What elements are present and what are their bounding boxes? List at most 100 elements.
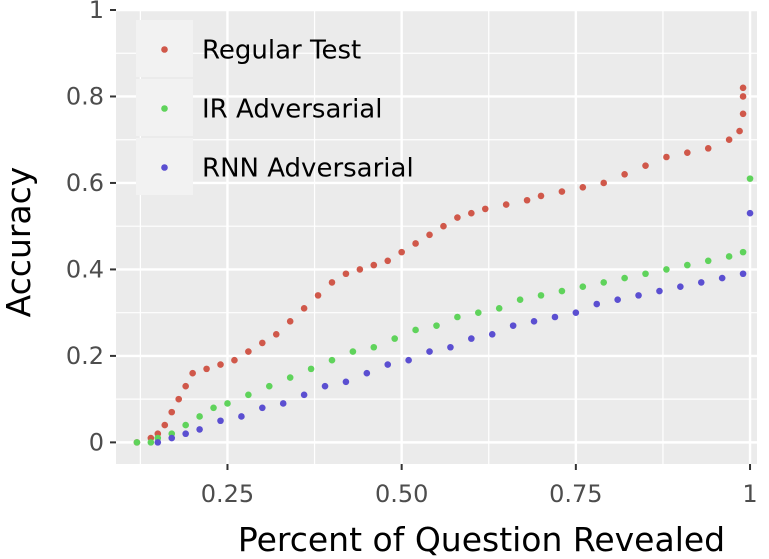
data-point [642, 270, 649, 278]
data-point [579, 283, 587, 291]
data-point [454, 313, 461, 321]
data-point [168, 408, 176, 416]
data-point [551, 313, 559, 321]
data-point [523, 196, 531, 204]
data-point [488, 330, 496, 338]
data-point [516, 296, 524, 303]
data-point [447, 343, 454, 351]
data-point [739, 110, 747, 118]
data-point [412, 326, 419, 334]
data-point [475, 309, 482, 316]
data-point [147, 439, 155, 446]
data-point [746, 209, 754, 217]
legend-key-marker [161, 105, 168, 112]
data-point [175, 395, 183, 403]
data-point [558, 287, 566, 295]
data-point [593, 300, 601, 308]
legend-item-ir-adversarial: IR Adversarial [136, 79, 382, 136]
data-point [677, 283, 684, 291]
data-point [697, 279, 705, 286]
data-point [509, 322, 517, 329]
data-point [196, 426, 203, 433]
data-point [245, 348, 252, 355]
data-point [168, 434, 176, 442]
data-point [203, 365, 210, 373]
data-point [495, 305, 503, 312]
legend-label: Regular Test [202, 36, 361, 66]
x-tick-label: 0.50 [375, 480, 428, 508]
data-point [182, 430, 189, 438]
data-point [196, 413, 203, 420]
data-point [384, 361, 392, 368]
data-point [412, 240, 419, 247]
data-point [621, 274, 628, 282]
grid-minor [116, 10, 757, 464]
data-point [161, 421, 169, 429]
grid-major [116, 8, 757, 464]
series-layer [133, 84, 754, 446]
data-point [356, 266, 364, 273]
data-point [614, 296, 621, 303]
legend-item-rnn-adversarial: RNN Adversarial [136, 138, 414, 195]
data-point [725, 136, 733, 144]
data-point [481, 205, 489, 213]
data-point [231, 356, 238, 364]
data-point [210, 404, 217, 412]
data-point [328, 279, 336, 286]
data-point [300, 305, 308, 312]
y-tick-label: 0.8 [66, 82, 104, 110]
data-point [238, 413, 245, 420]
data-point [739, 270, 747, 278]
data-point [286, 318, 294, 325]
data-point [245, 391, 252, 399]
x-axis-title: Percent of Question Revealed [238, 520, 725, 559]
data-point [224, 400, 231, 407]
series-ir-adversarial [133, 175, 754, 446]
data-point [739, 248, 747, 256]
legend-key-marker [161, 46, 168, 53]
data-point [704, 257, 712, 265]
data-point [537, 192, 545, 200]
data-point [384, 257, 392, 265]
data-point [349, 348, 357, 355]
data-point [537, 292, 545, 299]
data-point [739, 93, 747, 100]
data-point [217, 417, 224, 425]
series-regular-test [133, 84, 747, 446]
data-point [621, 171, 628, 178]
data-point [579, 183, 587, 191]
data-point [265, 382, 273, 390]
data-point [182, 421, 189, 429]
data-point [502, 201, 510, 208]
data-point [739, 84, 747, 92]
data-point [328, 356, 336, 364]
x-tick-label: 0.25 [201, 480, 254, 508]
data-point [182, 382, 189, 390]
data-point [307, 365, 315, 373]
data-point [391, 335, 398, 342]
data-point [684, 261, 691, 269]
legend-item-regular-test: Regular Test [136, 20, 361, 77]
data-point [635, 292, 642, 299]
data-point [426, 231, 433, 239]
y-axis-title: Accuracy [0, 167, 38, 318]
data-point [600, 279, 608, 286]
data-point [468, 209, 475, 217]
plot-panel [116, 10, 757, 464]
data-point [342, 270, 350, 278]
data-point [704, 145, 712, 152]
data-point [426, 348, 433, 355]
series-rnn-adversarial [154, 209, 754, 446]
data-point [718, 274, 726, 282]
data-point [656, 287, 663, 295]
data-point [684, 149, 691, 156]
data-point [259, 404, 266, 412]
data-point [259, 339, 266, 347]
legend-label: IR Adversarial [202, 95, 382, 125]
data-point [530, 318, 538, 325]
data-point [363, 369, 371, 377]
legend-key-marker [161, 164, 168, 171]
x-tick-label: 1 [742, 480, 757, 508]
y-tick-label: 1 [89, 0, 104, 24]
